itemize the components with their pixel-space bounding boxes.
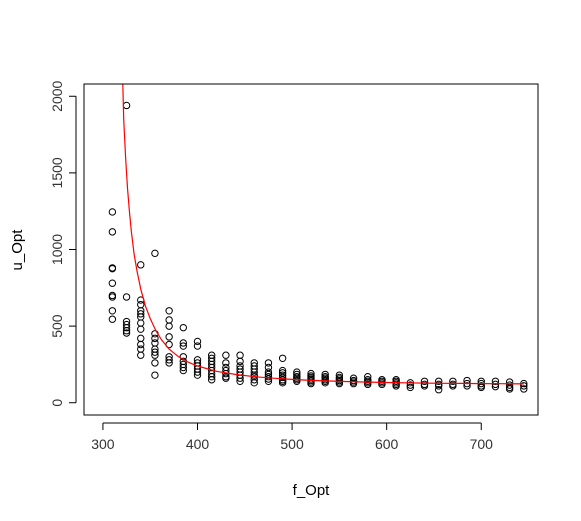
data-point bbox=[179, 366, 188, 375]
x-axis: 300 400 500 600 700 bbox=[91, 422, 494, 452]
data-point bbox=[137, 345, 145, 353]
data-point bbox=[179, 342, 188, 350]
x-tick-label: 600 bbox=[375, 436, 399, 452]
data-point bbox=[108, 264, 117, 273]
data-point bbox=[151, 249, 159, 258]
data-point bbox=[122, 101, 131, 110]
data-point bbox=[335, 379, 344, 388]
data-point bbox=[151, 351, 159, 359]
y-tick-label: 1000 bbox=[49, 234, 65, 265]
data-point bbox=[477, 383, 485, 392]
data-point bbox=[165, 307, 173, 315]
data-point bbox=[449, 377, 457, 385]
data-point bbox=[491, 377, 500, 385]
data-point bbox=[122, 327, 131, 335]
y-axis-title: u_Opt bbox=[9, 229, 26, 271]
data-point bbox=[222, 374, 230, 382]
data-point bbox=[264, 375, 273, 383]
data-point bbox=[165, 356, 173, 364]
data-point bbox=[406, 383, 415, 392]
x-tick-label: 700 bbox=[470, 436, 494, 452]
data-point bbox=[179, 363, 188, 372]
data-point bbox=[207, 376, 216, 384]
data-point bbox=[321, 379, 329, 387]
data-point bbox=[122, 329, 131, 337]
data-point bbox=[151, 334, 159, 343]
data-point bbox=[179, 323, 188, 332]
data-point bbox=[137, 261, 145, 269]
data-point bbox=[434, 377, 443, 385]
data-point bbox=[179, 339, 188, 347]
data-point bbox=[108, 307, 117, 315]
data-point bbox=[151, 371, 159, 379]
data-point bbox=[520, 385, 528, 393]
data-point bbox=[193, 371, 202, 379]
x-axis-title: f_Opt bbox=[293, 482, 331, 499]
y-tick-label: 0 bbox=[49, 399, 65, 407]
data-point bbox=[108, 279, 117, 287]
data-point bbox=[520, 382, 528, 390]
data-point bbox=[222, 359, 230, 367]
y-axis: 0 500 1000 1500 2000 bbox=[49, 80, 77, 407]
data-point bbox=[236, 357, 244, 366]
data-point bbox=[137, 340, 145, 349]
data-point bbox=[236, 351, 244, 359]
data-point bbox=[137, 310, 145, 318]
data-point bbox=[151, 339, 159, 347]
fitted-curve bbox=[122, 83, 524, 385]
data-point bbox=[222, 351, 230, 359]
y-tick-label: 500 bbox=[49, 314, 65, 338]
data-point bbox=[420, 377, 429, 385]
data-point bbox=[137, 325, 145, 333]
data-point bbox=[137, 351, 145, 359]
data-point bbox=[193, 337, 202, 346]
x-tick-label: 300 bbox=[91, 436, 115, 452]
x-tick-label: 400 bbox=[186, 436, 210, 452]
data-point bbox=[250, 379, 258, 387]
data-point bbox=[449, 382, 457, 390]
data-point bbox=[434, 386, 443, 394]
data-point bbox=[193, 368, 202, 376]
data-point bbox=[236, 377, 244, 385]
data-point bbox=[137, 334, 145, 343]
data-point bbox=[137, 300, 145, 309]
y-tick-label: 1500 bbox=[49, 157, 65, 188]
data-points bbox=[108, 101, 528, 394]
data-point bbox=[193, 342, 202, 350]
data-point bbox=[108, 208, 117, 216]
data-point bbox=[293, 377, 301, 385]
data-point bbox=[137, 319, 145, 327]
data-point bbox=[108, 293, 117, 301]
data-point bbox=[278, 379, 287, 387]
data-point bbox=[264, 359, 273, 367]
data-point bbox=[207, 372, 216, 381]
data-point bbox=[505, 381, 514, 389]
plot-frame bbox=[83, 83, 539, 416]
data-point bbox=[378, 380, 386, 389]
data-point bbox=[165, 316, 173, 324]
data-point bbox=[250, 368, 258, 376]
data-point bbox=[108, 315, 117, 323]
y-tick-label: 2000 bbox=[49, 80, 65, 111]
data-point bbox=[349, 379, 358, 388]
data-point bbox=[278, 354, 287, 363]
data-point bbox=[165, 359, 173, 367]
data-point bbox=[165, 322, 173, 330]
data-point bbox=[463, 382, 471, 390]
data-point bbox=[122, 323, 131, 332]
data-point bbox=[122, 293, 131, 301]
data-point bbox=[491, 380, 500, 389]
data-point bbox=[264, 372, 273, 381]
data-point bbox=[406, 381, 415, 389]
data-point bbox=[108, 228, 117, 236]
data-point bbox=[165, 333, 173, 341]
x-tick-label: 500 bbox=[280, 436, 304, 452]
data-point bbox=[151, 348, 159, 356]
data-point bbox=[505, 385, 514, 393]
data-point bbox=[278, 373, 287, 382]
data-point bbox=[364, 380, 372, 389]
data-point bbox=[151, 359, 159, 367]
